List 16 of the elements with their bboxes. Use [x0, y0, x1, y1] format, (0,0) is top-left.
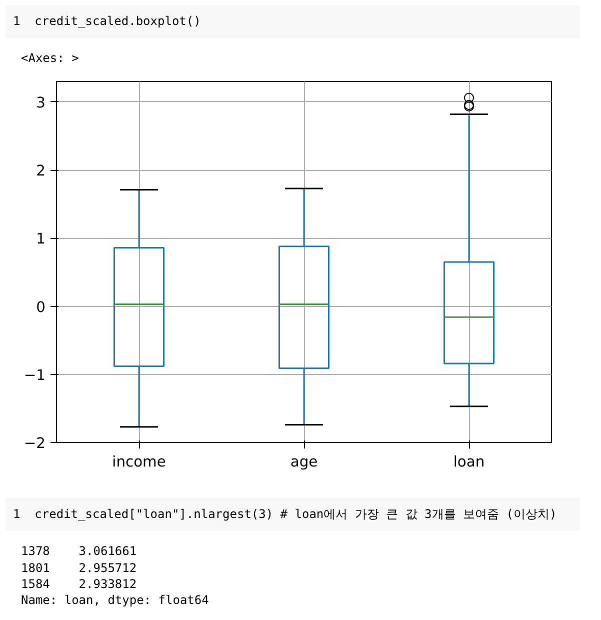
y-tick-label: −1 [24, 367, 46, 384]
text: 1801 2.955712 [21, 560, 137, 575]
x-tick-label: income [112, 454, 166, 471]
x-tick-label: loan [453, 454, 485, 471]
text: 1378 3.061661 [21, 544, 137, 558]
text: Name: loan, dtype: float64 [21, 593, 209, 608]
x-tick-label: age [290, 454, 318, 471]
y-tick-label: 1 [36, 230, 46, 248]
y-tick-label: −2 [24, 435, 46, 452]
text: 1 credit_scaled.boxplot() [5, 5, 580, 38]
y-tick-label: 2 [36, 162, 46, 180]
text: <Axes: > [20, 50, 80, 68]
text: 1584 2.933812 [21, 576, 137, 591]
text: 1 credit_scaled["loan"].nlargest(3) # loan에서 가장 큰 값 3개를 보여줌 (이상치) [5, 498, 580, 532]
y-tick-label: 3 [36, 94, 46, 112]
y-tick-label: 0 [36, 299, 46, 316]
